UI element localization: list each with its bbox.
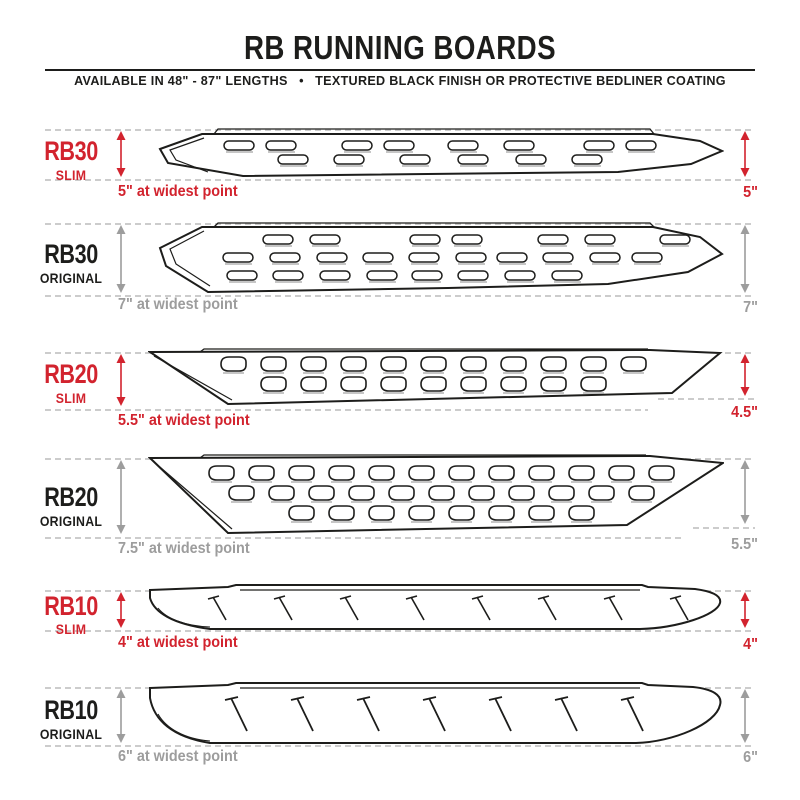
extension-dashed-line xyxy=(45,179,755,181)
dimension-arrow-icon xyxy=(740,354,750,396)
dimension-arrow-icon xyxy=(740,225,750,293)
board-drawing-rb10-slim xyxy=(148,584,724,634)
dimension-arrow-icon xyxy=(740,689,750,743)
width-note: 7" at widest point xyxy=(118,296,238,313)
model-label: RB10 xyxy=(44,591,98,621)
model-label: RB20 xyxy=(44,482,98,512)
dimension-arrow-icon xyxy=(116,460,126,534)
width-note: 6" at widest point xyxy=(118,748,238,765)
model-label: RB30 xyxy=(44,239,98,269)
dimension-arrow-icon xyxy=(116,131,126,177)
extension-dashed-line xyxy=(658,398,755,400)
variant-label: ORIGINAL xyxy=(39,270,103,286)
extension-dashed-line xyxy=(45,129,755,131)
variant-label: ORIGINAL xyxy=(39,513,103,529)
product-label: RB10 SLIM xyxy=(6,591,136,637)
height-note: 5.5" xyxy=(731,536,758,553)
board-drawing-rb20-slim xyxy=(148,348,724,410)
model-label: RB30 xyxy=(44,136,98,166)
model-label: RB20 xyxy=(44,359,98,389)
width-note: 5" at widest point xyxy=(118,183,238,200)
extension-dashed-line xyxy=(45,630,755,632)
variant-label: SLIM xyxy=(55,621,87,637)
extension-dashed-line xyxy=(45,745,755,747)
board-drawing-rb30-slim xyxy=(148,128,724,180)
height-note: 7" xyxy=(743,299,758,316)
variant-label: SLIM xyxy=(55,390,87,406)
width-note: 4" at widest point xyxy=(118,634,238,651)
dimension-arrow-icon xyxy=(740,131,750,177)
dimension-arrow-icon xyxy=(116,689,126,743)
height-note: 5" xyxy=(743,184,758,201)
extension-dashed-line xyxy=(45,223,755,225)
product-label: RB30 SLIM xyxy=(6,136,136,183)
title-divider xyxy=(45,69,755,71)
board-drawing-rb10-original xyxy=(148,682,724,748)
extension-dashed-line xyxy=(45,409,648,411)
dimension-arrow-icon xyxy=(116,592,126,628)
height-note: 6" xyxy=(743,749,758,766)
product-label: RB20 ORIGINAL xyxy=(6,482,136,529)
extension-dashed-line xyxy=(45,537,685,539)
dimension-arrow-icon xyxy=(116,225,126,293)
dimension-arrow-icon xyxy=(740,592,750,628)
board-drawing-rb20-original xyxy=(148,454,724,538)
page-title: RB RUNNING BOARDS xyxy=(243,29,557,66)
dimension-arrow-icon xyxy=(116,354,126,406)
board-drawing-rb30-original xyxy=(148,222,724,296)
height-note: 4" xyxy=(743,636,758,653)
product-label: RB10 ORIGINAL xyxy=(6,695,136,742)
product-label: RB20 SLIM xyxy=(6,359,136,406)
variant-label: ORIGINAL xyxy=(39,726,103,742)
width-note: 5.5" at widest point xyxy=(118,412,250,429)
height-note: 4.5" xyxy=(731,404,758,421)
product-label: RB30 ORIGINAL xyxy=(6,239,136,286)
page-subtitle: AVAILABLE IN 48" - 87" LENGTHS • TEXTURE… xyxy=(74,73,726,88)
model-label: RB10 xyxy=(44,695,98,725)
variant-label: SLIM xyxy=(55,167,87,183)
dimension-arrow-icon xyxy=(740,460,750,524)
extension-dashed-line xyxy=(693,527,755,529)
width-note: 7.5" at widest point xyxy=(118,540,250,557)
extension-dashed-line xyxy=(45,295,755,297)
